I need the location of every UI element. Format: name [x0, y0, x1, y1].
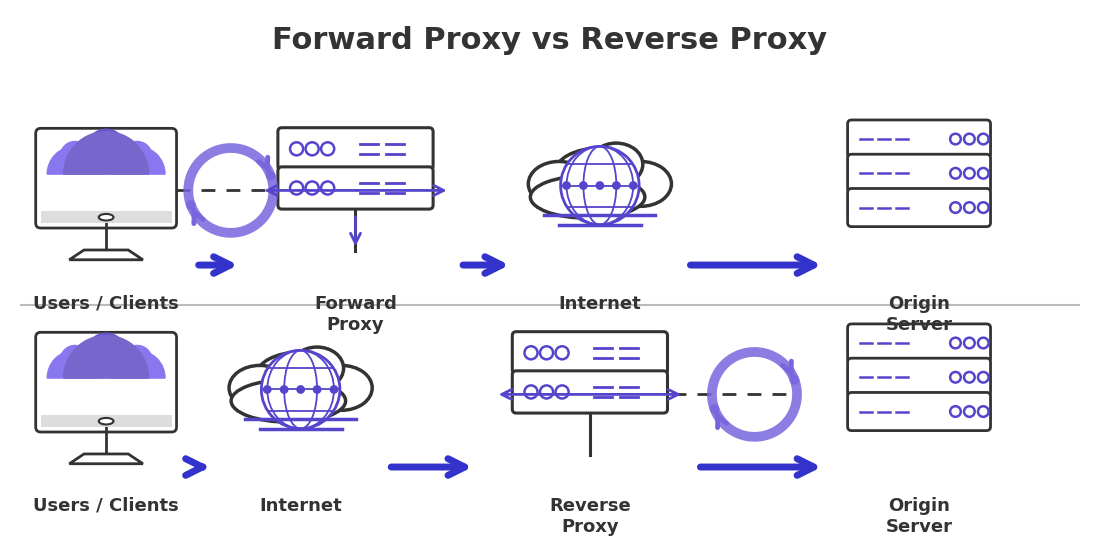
Ellipse shape — [290, 347, 343, 389]
Circle shape — [262, 350, 340, 428]
FancyBboxPatch shape — [278, 167, 433, 209]
Text: Users / Clients: Users / Clients — [33, 295, 179, 313]
Ellipse shape — [528, 162, 590, 206]
Circle shape — [561, 146, 639, 225]
Ellipse shape — [99, 214, 113, 221]
Wedge shape — [47, 146, 103, 174]
Wedge shape — [64, 336, 149, 378]
Text: Origin
Server: Origin Server — [886, 295, 953, 334]
FancyBboxPatch shape — [513, 332, 668, 374]
Wedge shape — [109, 350, 165, 378]
Circle shape — [60, 345, 90, 375]
Text: Origin
Server: Origin Server — [886, 497, 953, 536]
FancyBboxPatch shape — [41, 415, 172, 427]
Circle shape — [60, 141, 90, 171]
Text: Reverse
Proxy: Reverse Proxy — [549, 497, 630, 536]
Circle shape — [596, 182, 604, 189]
FancyBboxPatch shape — [848, 120, 990, 158]
FancyBboxPatch shape — [848, 324, 990, 362]
Text: Forward
Proxy: Forward Proxy — [315, 295, 397, 334]
Ellipse shape — [99, 418, 113, 425]
FancyBboxPatch shape — [848, 154, 990, 192]
Text: Internet: Internet — [260, 497, 342, 515]
FancyBboxPatch shape — [848, 358, 990, 397]
Ellipse shape — [590, 143, 642, 185]
Circle shape — [314, 386, 321, 393]
Text: Forward Proxy vs Reverse Proxy: Forward Proxy vs Reverse Proxy — [273, 26, 827, 55]
Ellipse shape — [311, 365, 372, 410]
Ellipse shape — [554, 148, 645, 197]
Text: Internet: Internet — [559, 295, 641, 313]
FancyBboxPatch shape — [278, 128, 433, 170]
Circle shape — [297, 386, 305, 393]
Polygon shape — [69, 454, 143, 464]
Polygon shape — [69, 250, 143, 260]
Ellipse shape — [255, 352, 345, 401]
Circle shape — [330, 386, 338, 393]
Wedge shape — [47, 350, 103, 378]
Circle shape — [122, 345, 152, 375]
Circle shape — [280, 386, 288, 393]
Circle shape — [122, 141, 152, 171]
Circle shape — [86, 129, 126, 170]
Circle shape — [264, 386, 271, 393]
Circle shape — [613, 182, 620, 189]
Ellipse shape — [231, 379, 345, 422]
Ellipse shape — [530, 176, 645, 218]
Circle shape — [86, 333, 126, 374]
Ellipse shape — [229, 365, 290, 410]
FancyBboxPatch shape — [848, 189, 990, 227]
Wedge shape — [64, 131, 149, 174]
Ellipse shape — [610, 162, 671, 206]
FancyBboxPatch shape — [513, 371, 668, 413]
Wedge shape — [109, 146, 165, 174]
Wedge shape — [64, 131, 149, 174]
Circle shape — [580, 182, 587, 189]
Wedge shape — [64, 336, 149, 378]
Circle shape — [629, 182, 637, 189]
Text: Users / Clients: Users / Clients — [33, 497, 179, 515]
FancyBboxPatch shape — [35, 332, 176, 432]
FancyBboxPatch shape — [41, 211, 172, 223]
Circle shape — [563, 182, 570, 189]
FancyBboxPatch shape — [848, 393, 990, 431]
FancyBboxPatch shape — [35, 128, 176, 228]
